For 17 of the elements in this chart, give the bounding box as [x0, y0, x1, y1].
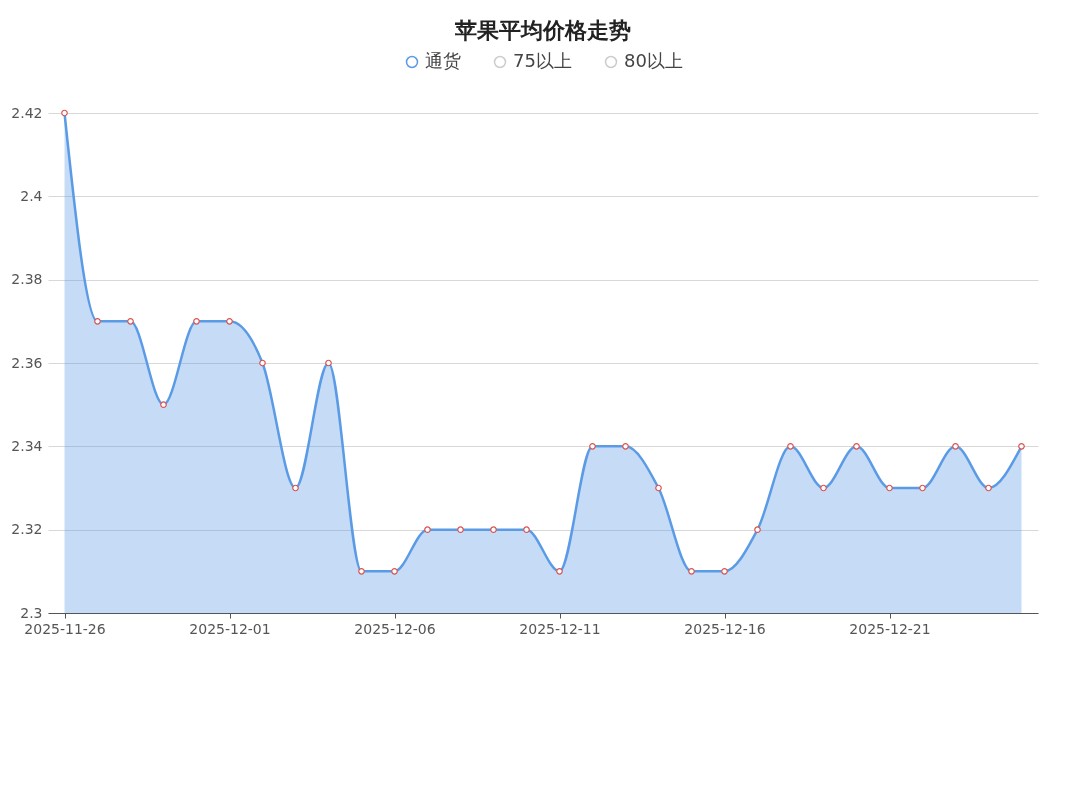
x-tick-label: 2025-12-06	[354, 620, 436, 637]
x-tick-label: 2025-11-26	[24, 620, 106, 637]
x-tick-label: 2025-12-21	[849, 620, 931, 637]
x-tick-label: 2025-12-01	[189, 620, 271, 637]
x-tick-label: 2025-12-16	[684, 620, 766, 637]
y-tick-label: 2.34	[11, 437, 43, 454]
chart-title: 苹果平均价格走势	[454, 18, 631, 43]
y-tick-label: 2.38	[11, 271, 43, 288]
x-tick-label: 2025-12-11	[519, 620, 601, 637]
y-tick-label: 2.32	[11, 521, 43, 538]
y-tick-label: 2.42	[11, 104, 43, 121]
y-tick-label: 2.3	[20, 604, 43, 621]
y-tick-label: 2.4	[20, 187, 43, 204]
y-tick-label: 2.36	[11, 354, 43, 371]
legend-label: 75以上	[513, 50, 572, 71]
legend-label: 通货	[425, 50, 461, 71]
legend-label: 80以上	[624, 50, 683, 71]
